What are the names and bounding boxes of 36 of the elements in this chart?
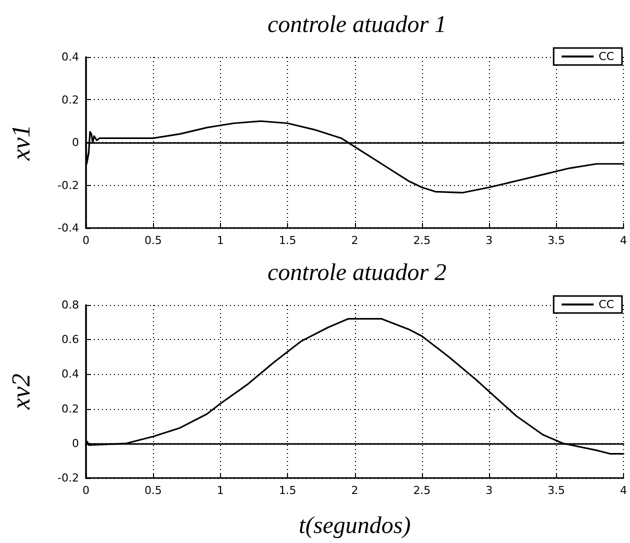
x-axis-title: t(segundos)	[298, 513, 411, 539]
chart-title: controle atuador 2	[267, 260, 447, 286]
y-tick-label: 0	[72, 136, 79, 149]
chart-title: controle atuador 1	[267, 12, 447, 38]
y-axis-title: xv1	[6, 124, 36, 162]
x-tick-label: 3.5	[548, 234, 566, 247]
x-tick-label: 0	[82, 234, 90, 247]
x-tick-label: 1.5	[278, 234, 296, 247]
x-tick-label: 3	[486, 484, 493, 497]
y-tick-label: -0.4	[58, 222, 79, 234]
y-tick-label: 0.4	[62, 368, 79, 381]
x-tick-label: 2.5	[413, 484, 431, 497]
x-tick-label: 1	[216, 484, 224, 497]
y-tick-label: 0	[72, 436, 79, 450]
y-tick-label: -0.2	[58, 178, 79, 192]
x-tick-label: 2.5	[413, 234, 431, 247]
x-tick-label: 4	[620, 234, 627, 247]
y-tick-label: -0.2	[58, 472, 79, 484]
y-tick-label: 0.2	[62, 93, 79, 106]
x-tick-label: 4	[620, 484, 627, 497]
x-tick-label: 0.5	[144, 234, 162, 247]
x-tick-label: 1	[216, 234, 224, 247]
y-axis-title: xv2	[6, 373, 36, 411]
x-tick-label: 0	[82, 484, 90, 497]
x-tick-label: 0.5	[144, 484, 162, 497]
x-tick-label: 1.5	[278, 484, 296, 497]
y-tick-label: 0.4	[62, 50, 79, 64]
x-tick-label: 3.5	[548, 484, 566, 497]
y-tick-label: 0.8	[62, 298, 79, 312]
y-tick-label: 0.2	[62, 402, 79, 416]
x-tick-label: 2	[351, 234, 358, 247]
y-tick-label: 0.6	[62, 333, 79, 346]
x-tick-label: 2	[351, 484, 358, 497]
legend-label: CC	[598, 50, 614, 63]
legend-label: CC	[598, 298, 614, 311]
x-tick-label: 3	[486, 234, 493, 247]
